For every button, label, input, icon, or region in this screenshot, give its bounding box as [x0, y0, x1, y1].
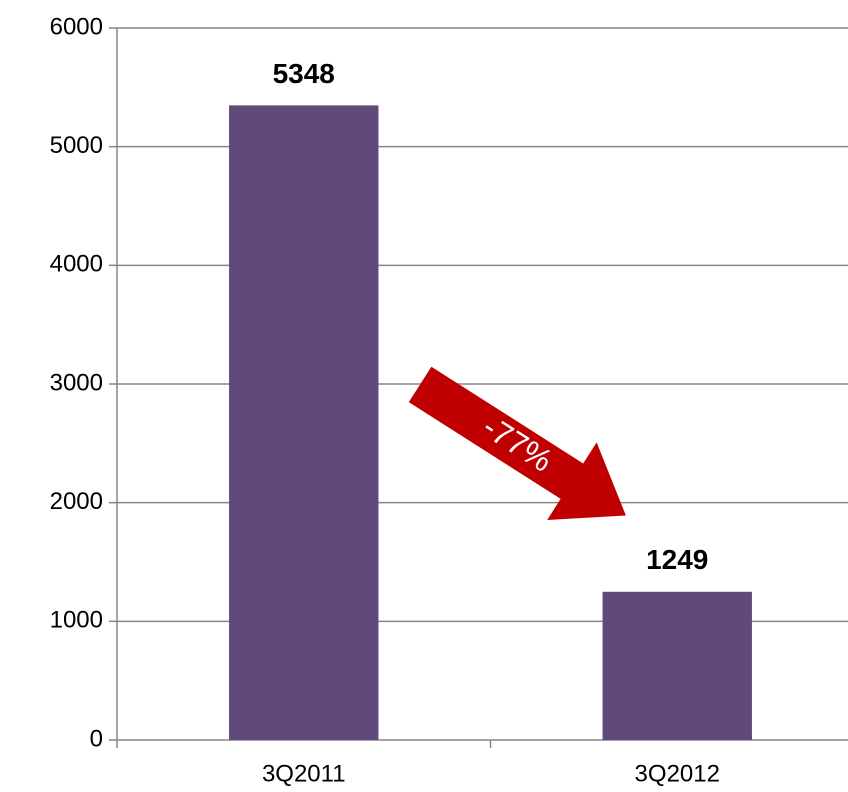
y-tick-label: 0 [90, 725, 103, 752]
y-tick-label: 5000 [50, 132, 103, 159]
arrow-shape [408, 366, 626, 520]
x-tick-label: 3Q2012 [635, 760, 720, 787]
x-tick-label: 3Q2011 [262, 760, 346, 787]
annotation-arrow: -77% [408, 366, 626, 520]
bar [229, 105, 379, 740]
y-tick-label: 3000 [50, 369, 103, 396]
y-tick-label: 1000 [50, 607, 103, 634]
bar [602, 591, 752, 740]
y-tick-label: 4000 [50, 251, 103, 278]
value-label: 5348 [273, 58, 335, 89]
value-label: 1249 [646, 544, 708, 575]
y-tick-label: 2000 [50, 488, 103, 515]
y-tick-label: 6000 [50, 13, 103, 40]
